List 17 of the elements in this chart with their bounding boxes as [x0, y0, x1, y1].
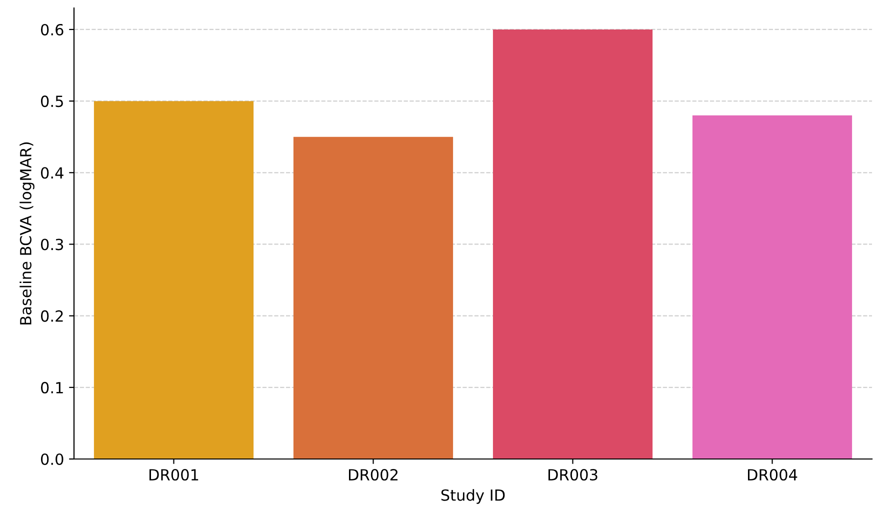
bar [692, 115, 852, 459]
x-tick-label: DR003 [548, 468, 598, 481]
y-tick-label: 0.1 [40, 382, 63, 394]
y-tick-label: 0.4 [40, 167, 64, 179]
x-tick-label: DR002 [348, 468, 398, 481]
x-tick-label: DR004 [748, 468, 798, 481]
x-axis-title: Study ID [441, 489, 505, 504]
y-tick-label: 0.6 [40, 24, 64, 36]
y-tick-label: 0.3 [40, 238, 64, 250]
x-tick-label: DR001 [149, 468, 198, 481]
bar [293, 136, 454, 459]
y-tick-label: 0.2 [40, 310, 63, 322]
bar [94, 101, 254, 459]
y-tick-label: 0.5 [40, 96, 63, 108]
y-tick-label: 0.0 [40, 453, 64, 466]
y-axis-title: Baseline BCVA (logMAR) [20, 142, 34, 324]
bar [492, 29, 653, 459]
